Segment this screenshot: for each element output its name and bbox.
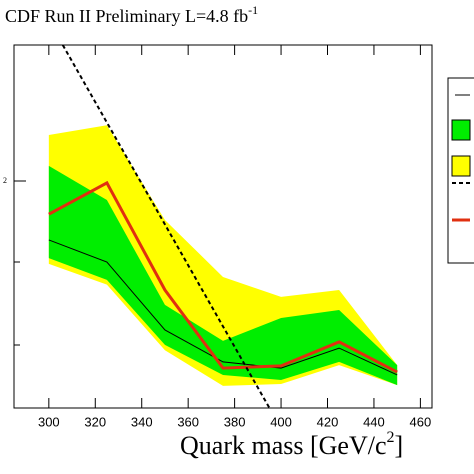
legend-swatch <box>451 155 471 177</box>
x-label-end: ] <box>395 431 404 460</box>
x-label-superscript: 2 <box>387 429 395 446</box>
series-line <box>48 239 398 376</box>
legend-frame <box>447 77 474 264</box>
title-superscript: -1 <box>248 3 258 17</box>
x-tick-label: 440 <box>363 414 385 429</box>
x-tick-label: 400 <box>270 414 292 429</box>
x-label-text: Quark mass [GeV/c <box>180 431 387 460</box>
legend-swatch <box>451 119 471 141</box>
x-tick-label: 460 <box>410 414 432 429</box>
x-axis-label: Quark mass [GeV/c2] <box>180 429 403 460</box>
axes: 300 320 340 360 380 400 420 440 460 <box>38 45 431 429</box>
band <box>48 165 398 386</box>
title-text: CDF Run II Preliminary L=4.8 fb <box>5 6 248 26</box>
x-tick-label: 360 <box>177 414 199 429</box>
plot-frame <box>13 44 433 409</box>
plot-area <box>48 45 398 408</box>
x-tick-label: 380 <box>224 414 246 429</box>
x-tick-label: 340 <box>131 414 153 429</box>
x-tick-label: 300 <box>38 414 60 429</box>
y-annotation: 2 <box>3 176 7 185</box>
chart-title: CDF Run II Preliminary L=4.8 fb-1 <box>5 3 258 26</box>
x-tick-label: 420 <box>317 414 339 429</box>
x-tick-label: 320 <box>84 414 106 429</box>
series-line <box>48 180 398 374</box>
